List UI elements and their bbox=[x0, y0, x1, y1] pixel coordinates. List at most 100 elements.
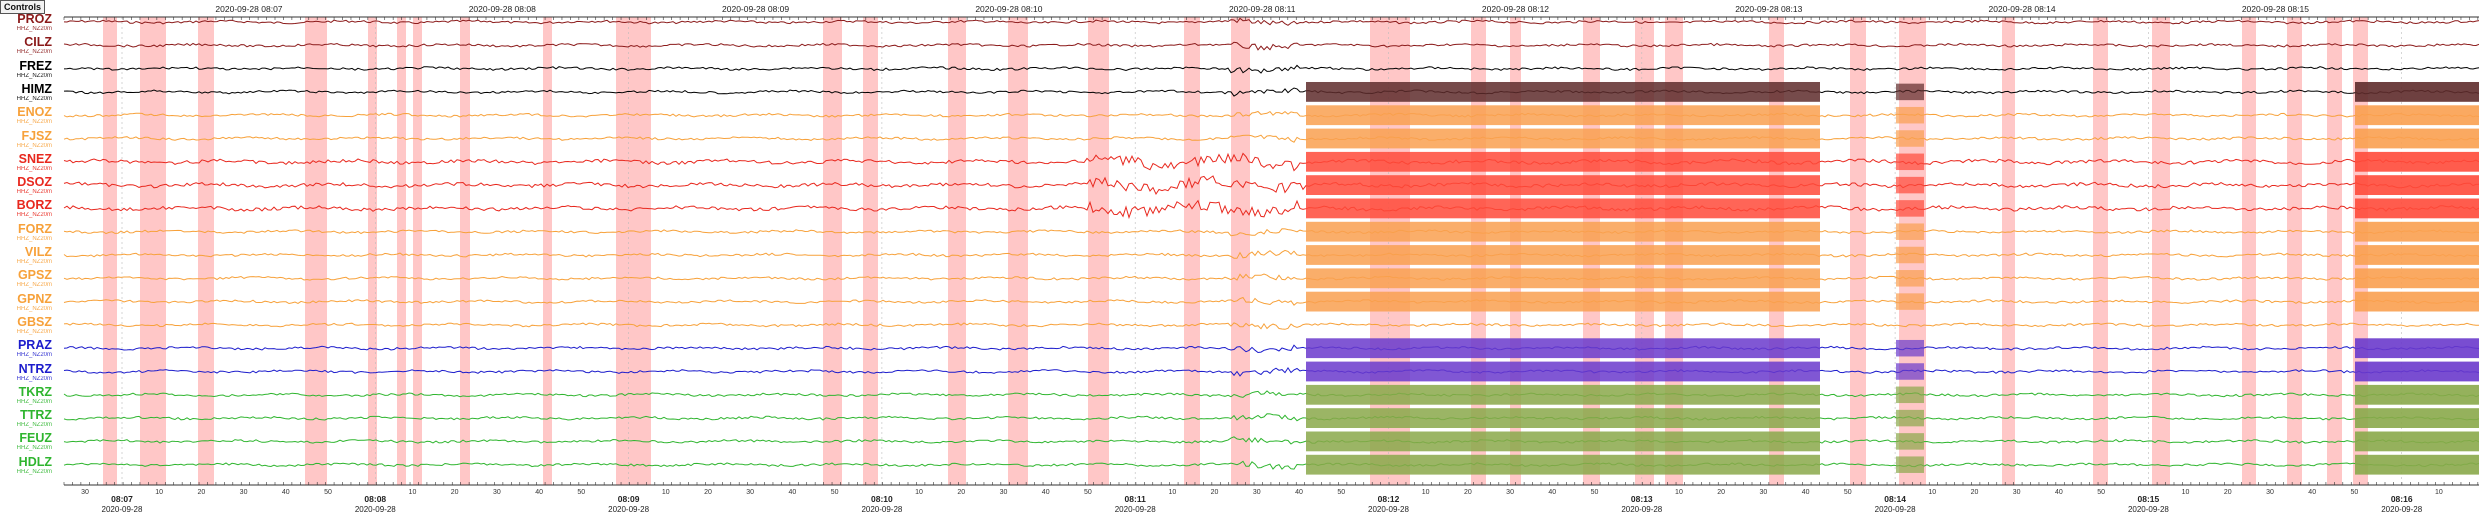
minute-label: 08:12 bbox=[1378, 494, 1400, 504]
station-label[interactable]: HIMZ HHZ_NZ20m bbox=[0, 82, 52, 103]
event-block bbox=[2355, 105, 2479, 126]
date-label: 2020-09-28 bbox=[1875, 505, 1916, 514]
station-label[interactable]: VILZ HHZ_NZ20m bbox=[0, 246, 52, 266]
second-label: 20 bbox=[1464, 489, 1472, 496]
waveform-trace bbox=[63, 390, 2479, 398]
station-label[interactable]: FJSZ HHZ_NZ20m bbox=[0, 128, 52, 150]
waveform-traces bbox=[63, 17, 2479, 470]
second-label: 50 bbox=[2097, 489, 2105, 496]
top-axis-label: 2020-09-28 08:12 bbox=[1482, 4, 1549, 14]
station-label[interactable]: PROZ HHZ_NZ20m bbox=[0, 13, 52, 33]
station-channel: HHZ_NZ20m bbox=[16, 328, 52, 335]
event-block bbox=[2355, 128, 2479, 149]
station-channel: HHZ_NZ20m bbox=[16, 119, 52, 126]
station-label[interactable]: TKRZ HHZ_NZ20m bbox=[0, 385, 52, 406]
station-label[interactable]: ENOZ HHZ_NZ20m bbox=[0, 106, 52, 126]
station-channel: HHZ_NZ20m bbox=[16, 352, 52, 359]
second-label: 50 bbox=[1591, 489, 1599, 496]
event-burst bbox=[1896, 246, 1924, 264]
station-channel: HHZ_NZ20m bbox=[16, 422, 52, 429]
highlight-band bbox=[305, 17, 327, 485]
second-label: 20 bbox=[451, 489, 459, 496]
second-label: 40 bbox=[1295, 489, 1303, 496]
station-code: BORZ bbox=[16, 198, 52, 213]
second-label: 10 bbox=[1675, 489, 1683, 496]
event-block bbox=[2355, 291, 2479, 312]
station-label[interactable]: FEUZ HHZ_NZ20m bbox=[0, 432, 52, 452]
highlight-band bbox=[1184, 17, 1200, 485]
highlight-band bbox=[397, 17, 406, 485]
second-label: 30 bbox=[493, 489, 501, 496]
waveform-trace bbox=[63, 273, 2479, 281]
waveform-trace bbox=[63, 296, 2479, 306]
station-code: TTRZ bbox=[20, 408, 52, 423]
station-code: DSOZ bbox=[17, 175, 52, 190]
station-label[interactable]: GPNZ HHZ_NZ20m bbox=[0, 292, 52, 313]
second-label: 20 bbox=[1717, 489, 1725, 496]
event-burst bbox=[1896, 386, 1924, 404]
second-label: 10 bbox=[915, 489, 923, 496]
event-blocks bbox=[1306, 81, 2479, 475]
event-block bbox=[1306, 128, 1820, 149]
station-label[interactable]: BORZ HHZ_NZ20m bbox=[0, 199, 52, 219]
station-label-column: PROZ HHZ_NZ20m CILZ HHZ_NZ20m FREZ HHZ_NZ20m H… bbox=[0, 0, 60, 520]
minute-label: 08:16 bbox=[2391, 494, 2413, 504]
date-label: 2020-09-28 bbox=[1621, 505, 1662, 514]
second-label: 50 bbox=[1337, 489, 1345, 496]
station-label[interactable]: FORZ HHZ_NZ20m bbox=[0, 222, 52, 243]
event-burst bbox=[1896, 456, 1924, 473]
top-axis-label: 2020-09-28 08:15 bbox=[2242, 4, 2309, 14]
station-label[interactable]: FREZ HHZ_NZ20m bbox=[0, 58, 52, 80]
station-code: SNEZ bbox=[18, 151, 52, 166]
highlight-band bbox=[2152, 17, 2170, 485]
minute-label: 08:14 bbox=[1884, 494, 1906, 504]
station-code: NTRZ bbox=[18, 361, 52, 376]
date-label: 2020-09-28 bbox=[102, 505, 143, 514]
event-burst bbox=[1896, 339, 1924, 357]
station-label[interactable]: CILZ HHZ_NZ20m bbox=[0, 36, 52, 56]
station-channel: HHZ_NZ20m bbox=[16, 259, 52, 265]
event-block bbox=[1306, 291, 1820, 312]
event-block bbox=[2355, 245, 2479, 265]
top-axis-label: 2020-09-28 08:13 bbox=[1735, 4, 1802, 14]
date-label: 2020-09-28 bbox=[2381, 505, 2422, 514]
highlight-bands bbox=[103, 17, 2368, 485]
top-axis-label: 2020-09-28 08:08 bbox=[469, 4, 536, 14]
station-code: FREZ bbox=[19, 58, 52, 73]
second-label: 20 bbox=[1971, 489, 1979, 496]
second-label: 10 bbox=[2435, 489, 2443, 496]
station-label[interactable]: TTRZ HHZ_NZ20m bbox=[0, 409, 52, 429]
second-label: 30 bbox=[1000, 489, 1008, 496]
station-code: FJSZ bbox=[21, 128, 52, 143]
highlight-band bbox=[948, 17, 966, 485]
station-code: CILZ bbox=[24, 35, 52, 50]
station-label[interactable]: GPSZ HHZ_NZ20m bbox=[0, 269, 52, 289]
event-block bbox=[1306, 175, 1820, 196]
event-burst bbox=[1896, 270, 1924, 287]
second-label: 40 bbox=[535, 489, 543, 496]
station-label[interactable]: NTRZ HHZ_NZ20m bbox=[0, 361, 52, 383]
highlight-band bbox=[1231, 17, 1250, 485]
highlight-band bbox=[2093, 17, 2108, 485]
second-label: 10 bbox=[155, 489, 163, 496]
station-label[interactable]: HDLZ HHZ_NZ20m bbox=[0, 455, 52, 476]
event-burst bbox=[1896, 363, 1924, 380]
station-label[interactable]: PRAZ HHZ_NZ20m bbox=[0, 339, 52, 359]
second-label: 30 bbox=[1759, 489, 1767, 496]
waveform-trace bbox=[63, 152, 2479, 172]
station-label[interactable]: GBSZ HHZ_NZ20m bbox=[0, 315, 52, 336]
second-label: 50 bbox=[324, 489, 332, 496]
waveform-trace bbox=[63, 41, 2479, 51]
second-label: 20 bbox=[1211, 489, 1219, 496]
second-label: 40 bbox=[1548, 489, 1556, 496]
station-label[interactable]: DSOZ HHZ_NZ20m bbox=[0, 176, 52, 196]
event-block bbox=[1306, 431, 1820, 452]
event-block bbox=[2355, 175, 2479, 196]
highlight-band bbox=[140, 17, 166, 485]
station-code: PROZ bbox=[17, 12, 52, 26]
highlight-band bbox=[2242, 17, 2256, 485]
station-label[interactable]: SNEZ HHZ_NZ20m bbox=[0, 151, 52, 173]
controls-button[interactable]: Controls bbox=[0, 0, 45, 14]
